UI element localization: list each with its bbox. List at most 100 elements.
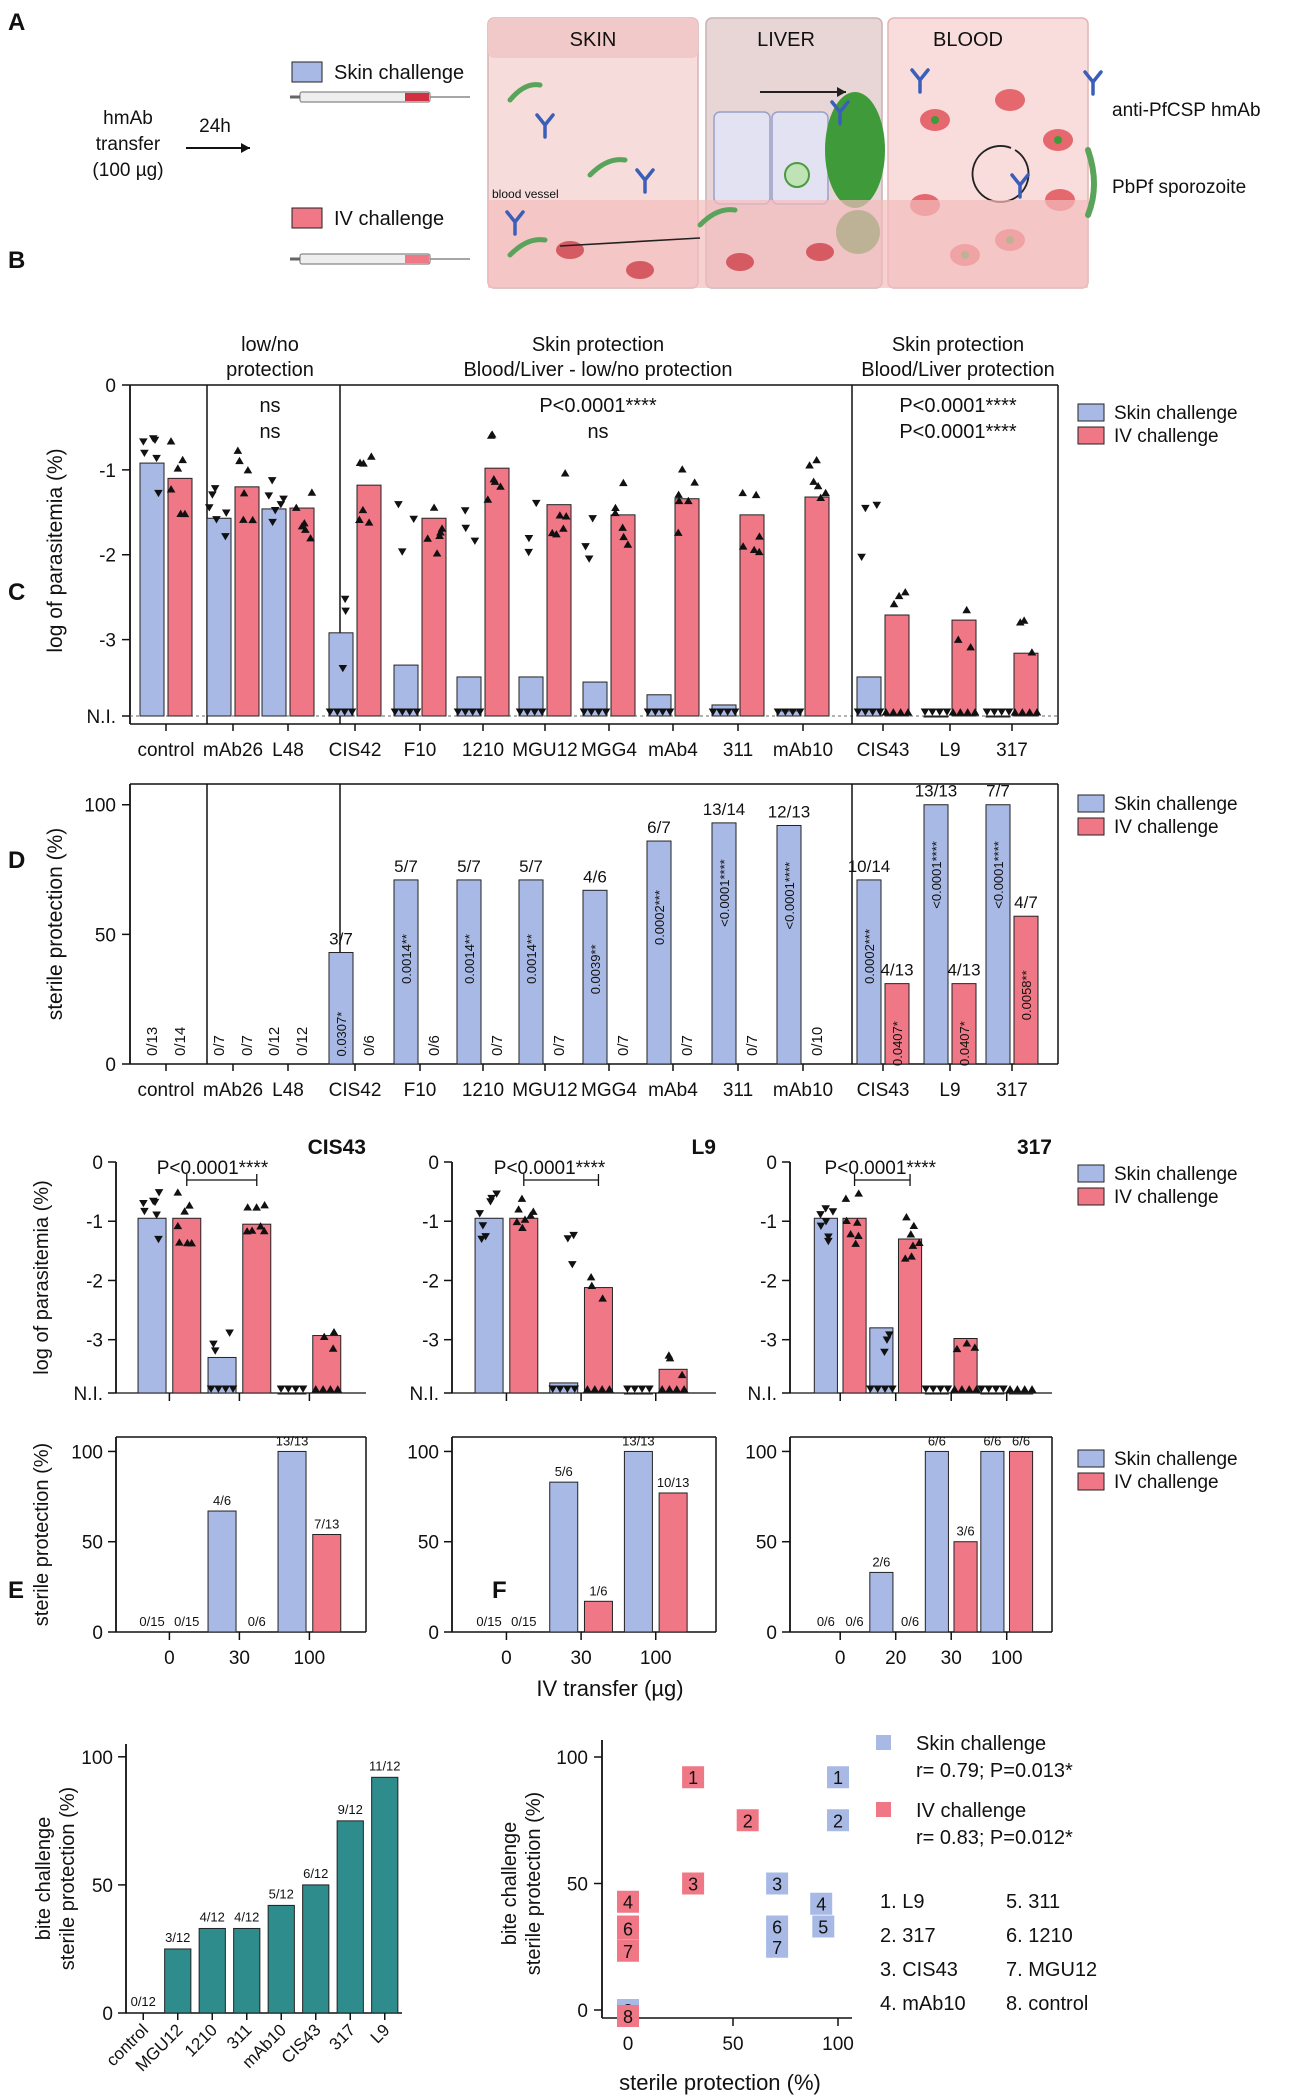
iv-data-point bbox=[247, 1226, 257, 1234]
iv-data-point bbox=[329, 1327, 339, 1336]
skin-data-point bbox=[873, 1385, 883, 1393]
bite-bar bbox=[371, 1776, 399, 2014]
iv-data-point bbox=[436, 528, 445, 536]
iv-data-point bbox=[326, 1385, 335, 1393]
skin-title: SKIN bbox=[570, 29, 617, 51]
iv-data-point bbox=[677, 1370, 687, 1379]
iv-point bbox=[682, 1766, 705, 1789]
panel-letter-a: A bbox=[8, 9, 25, 36]
skin-bar bbox=[985, 804, 1011, 1065]
iv-data-point bbox=[512, 1217, 522, 1226]
iv-data-point bbox=[813, 481, 823, 490]
iv-fraction-label: 0/6 bbox=[426, 1035, 443, 1056]
skin-data-point bbox=[716, 708, 725, 716]
skin-bar bbox=[980, 1392, 1005, 1395]
iv-data-point bbox=[854, 1231, 863, 1239]
legend-label-skin: Skin challenge bbox=[1114, 1449, 1238, 1470]
iv-bar bbox=[1008, 1450, 1034, 1633]
y-tick-label: 0 bbox=[428, 1153, 439, 1174]
skin-data-point bbox=[225, 1329, 234, 1337]
skin-data-point bbox=[270, 507, 280, 515]
y-tick-label: 0 bbox=[428, 1623, 439, 1644]
iv-fraction-label: 0/7 bbox=[551, 1035, 568, 1056]
iv-point-label: 2 bbox=[743, 1811, 753, 1831]
skin-data-point bbox=[139, 1199, 148, 1208]
panel-letter-e: E bbox=[8, 1577, 24, 1604]
iv-data-point bbox=[561, 512, 571, 520]
iv-bar bbox=[421, 517, 447, 717]
iv-data-point bbox=[908, 1241, 918, 1249]
iv-data-point bbox=[518, 1223, 527, 1232]
skin-data-point bbox=[594, 708, 603, 716]
skin-data-point bbox=[524, 534, 534, 543]
legend-antibody-label: anti-PfCSP hmAb bbox=[1112, 100, 1261, 121]
skin-data-point bbox=[935, 708, 944, 716]
y-tick-label: 0 bbox=[577, 2001, 588, 2022]
iv-data-point bbox=[555, 511, 565, 519]
skin-data-point bbox=[581, 543, 590, 551]
skin-fraction-label: 0/13 bbox=[144, 1027, 161, 1056]
iv-stat-label: ns bbox=[587, 421, 608, 443]
iv-data-point bbox=[900, 588, 910, 596]
skin-data-point bbox=[570, 1385, 580, 1393]
skin-bar bbox=[474, 1217, 504, 1394]
x-tick-label: mAb26 bbox=[203, 1080, 263, 1101]
blood-vessel-label: blood vessel bbox=[492, 187, 559, 201]
iv-data-point bbox=[178, 455, 187, 464]
iv-data-point bbox=[367, 452, 376, 460]
iv-bar bbox=[953, 1338, 978, 1394]
x-tick-label: 0 bbox=[623, 2034, 634, 2055]
x-tick-label: CIS43 bbox=[857, 1080, 910, 1101]
iv-point bbox=[617, 1917, 639, 1940]
iv-bar bbox=[172, 1217, 202, 1394]
y-axis-title: sterile protection (%) bbox=[57, 1787, 79, 1970]
key-entry: 5. 311 bbox=[1006, 1891, 1060, 1913]
bite-fraction-label: 11/12 bbox=[369, 1758, 401, 1773]
iv-data-point bbox=[906, 1230, 916, 1238]
legend-label-skin: Skin challenge bbox=[1114, 403, 1238, 424]
antibody-icon bbox=[910, 68, 930, 94]
iv-data-point bbox=[1015, 618, 1025, 626]
y-tick-label: -1 bbox=[86, 1212, 103, 1233]
y-tick-label: -2 bbox=[760, 1271, 777, 1292]
skin-data-point bbox=[630, 1385, 640, 1393]
iv-fraction-label: 0/15 bbox=[174, 1614, 199, 1629]
skin-fraction-label: 7/7 bbox=[986, 782, 1010, 801]
iv-data-point bbox=[842, 1216, 851, 1225]
y-tick-label: -3 bbox=[760, 1331, 777, 1352]
skin-data-point bbox=[209, 1340, 218, 1348]
skin-bar bbox=[206, 517, 232, 717]
dose-tick-label: 30 bbox=[571, 1648, 592, 1669]
skin-bar bbox=[139, 462, 165, 717]
bite-fraction-label: 4/12 bbox=[200, 1909, 225, 1924]
iv-data-point bbox=[972, 1385, 981, 1393]
skin-bar bbox=[623, 1392, 653, 1395]
skin-stat-label: P<0.0001**** bbox=[539, 395, 657, 417]
legend-swatch-iv bbox=[1077, 1472, 1105, 1491]
y-tick-label: 50 bbox=[92, 1876, 113, 1897]
iv-data-point bbox=[664, 1351, 674, 1359]
y-axis-title-top: log of parasitemia (%) bbox=[31, 1180, 53, 1375]
dose-tick-label: 30 bbox=[229, 1648, 250, 1669]
iv-data-point bbox=[429, 503, 439, 511]
iv-fraction-label: 0/7 bbox=[615, 1035, 632, 1056]
y-axis-title: sterile protection (%) bbox=[523, 1792, 545, 1975]
panel-a-schematic: hmAb transfer (100 µg) 24h Skin challenge IV … bbox=[92, 17, 1261, 289]
x-tick-label: 50 bbox=[722, 2034, 743, 2055]
skin-fraction-label: 5/6 bbox=[555, 1464, 573, 1479]
skin-stat-label: P<0.0001**** bbox=[899, 395, 1017, 417]
skin-bar bbox=[869, 1571, 894, 1633]
skin-data-point bbox=[333, 708, 342, 716]
skin-bar bbox=[518, 879, 544, 1065]
iv-data-point bbox=[816, 493, 825, 501]
skin-point-label: 7 bbox=[772, 1938, 782, 1958]
iv-fraction-label: 0/6 bbox=[248, 1614, 266, 1629]
red-blood-cell bbox=[995, 89, 1025, 111]
bite-bar bbox=[336, 1820, 364, 2014]
iv-data-point bbox=[423, 534, 432, 542]
skin-data-point bbox=[325, 708, 335, 716]
iv-data-point bbox=[1018, 708, 1027, 716]
iv-data-point bbox=[805, 461, 814, 469]
skin-data-point bbox=[397, 548, 407, 556]
x-tick-label: 317 bbox=[996, 1080, 1028, 1101]
